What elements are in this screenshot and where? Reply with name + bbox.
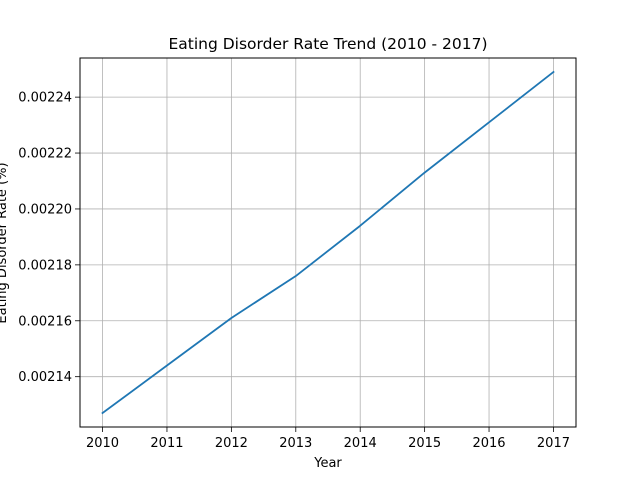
x-tick-label: 2015 xyxy=(408,436,441,451)
x-tick-label: 2014 xyxy=(344,436,377,451)
y-tick-label: 0.00220 xyxy=(18,202,72,217)
x-tick-label: 2012 xyxy=(215,436,248,451)
x-tick-label: 2011 xyxy=(150,436,183,451)
x-tick-label: 2017 xyxy=(537,436,570,451)
series-layer xyxy=(101,70,555,415)
y-tick-label: 0.00216 xyxy=(18,314,72,329)
x-axis-label: Year xyxy=(313,456,342,471)
grid xyxy=(80,58,576,427)
chart-title: Eating Disorder Rate Trend (2010 - 2017) xyxy=(168,35,487,53)
y-tick-label: 0.00224 xyxy=(18,91,72,106)
y-axis-ticks: 0.00214 0.00216 0.00218 0.00220 0.00222 0.002… xyxy=(18,91,80,385)
x-tick-label: 2013 xyxy=(279,436,312,451)
y-axis-label: Eating Disorder Rate (%) xyxy=(0,162,10,323)
plot-frame xyxy=(79,57,577,428)
series-line xyxy=(101,70,555,415)
y-tick-label: 0.00214 xyxy=(18,370,72,385)
x-tick-label: 2016 xyxy=(472,436,505,451)
x-tick-label: 2010 xyxy=(86,436,119,451)
y-tick-label: 0.00222 xyxy=(18,147,72,162)
x-axis-ticks: 2010 2011 2012 2013 2014 2015 2016 2017 xyxy=(86,427,570,451)
y-tick-label: 0.00218 xyxy=(18,258,72,273)
